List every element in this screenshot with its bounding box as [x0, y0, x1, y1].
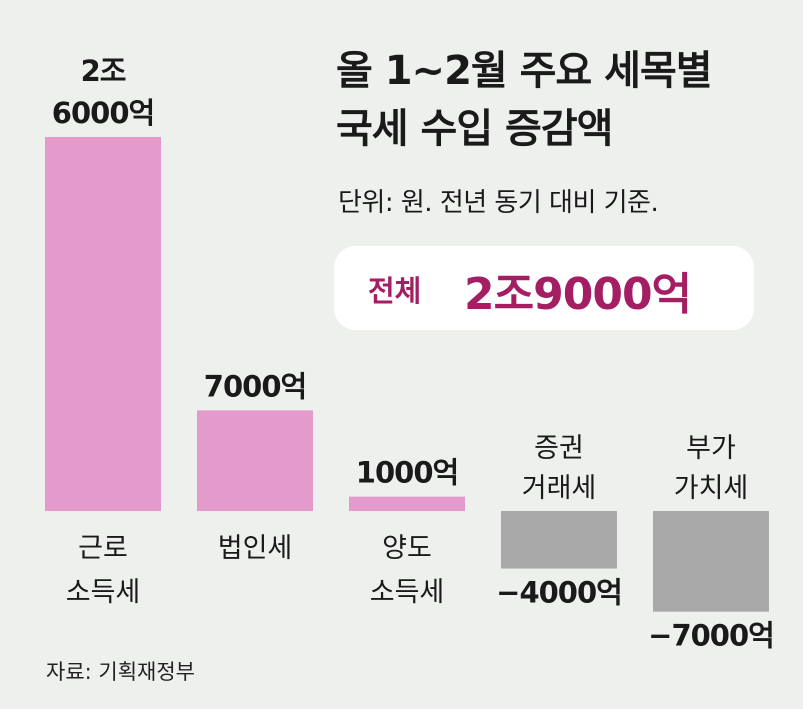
category-label-1-0: 법인세	[218, 533, 293, 564]
source-note: 자료: 기획재정부	[46, 660, 195, 684]
chart-title-line-2: 국세 수입 증감액	[336, 106, 613, 152]
bar-value-label-0-1: 6000억	[52, 96, 154, 130]
category-label-0-0: 근로	[78, 533, 128, 564]
total-summary-box: 전체 2조9000억	[334, 246, 754, 330]
category-label-2-1: 소득세	[370, 577, 445, 608]
bar-1	[197, 410, 313, 511]
bar-value-label-0-0: 2조	[81, 54, 126, 88]
total-label: 전체	[368, 274, 422, 308]
category-label-4-1: 가치세	[674, 473, 749, 504]
category-label-0-1: 소득세	[66, 577, 141, 608]
unit-note: 단위: 원. 전년 동기 대비 기준.	[338, 188, 659, 218]
bar-value-label-1-0: 7000억	[204, 369, 306, 403]
bar-value-label-2-0: 1000억	[356, 456, 458, 490]
bar-value-label-4-0: −7000억	[648, 619, 774, 653]
bar-2	[349, 496, 465, 511]
total-value: 2조9000억	[464, 269, 692, 320]
bar-3	[501, 511, 617, 569]
bar-0	[45, 137, 161, 511]
category-label-3-0: 증권	[534, 433, 584, 464]
bar-value-label-3-0: −4000억	[496, 576, 622, 610]
category-label-4-0: 부가	[686, 433, 736, 464]
chart-title-line-1: 올 1~2월 주요 세목별	[336, 48, 713, 94]
bar-4	[653, 511, 769, 612]
category-label-3-1: 거래세	[522, 473, 597, 504]
chart-title: 올 1~2월 주요 세목별 국세 수입 증감액	[336, 42, 713, 158]
category-label-2-0: 양도	[382, 533, 432, 564]
